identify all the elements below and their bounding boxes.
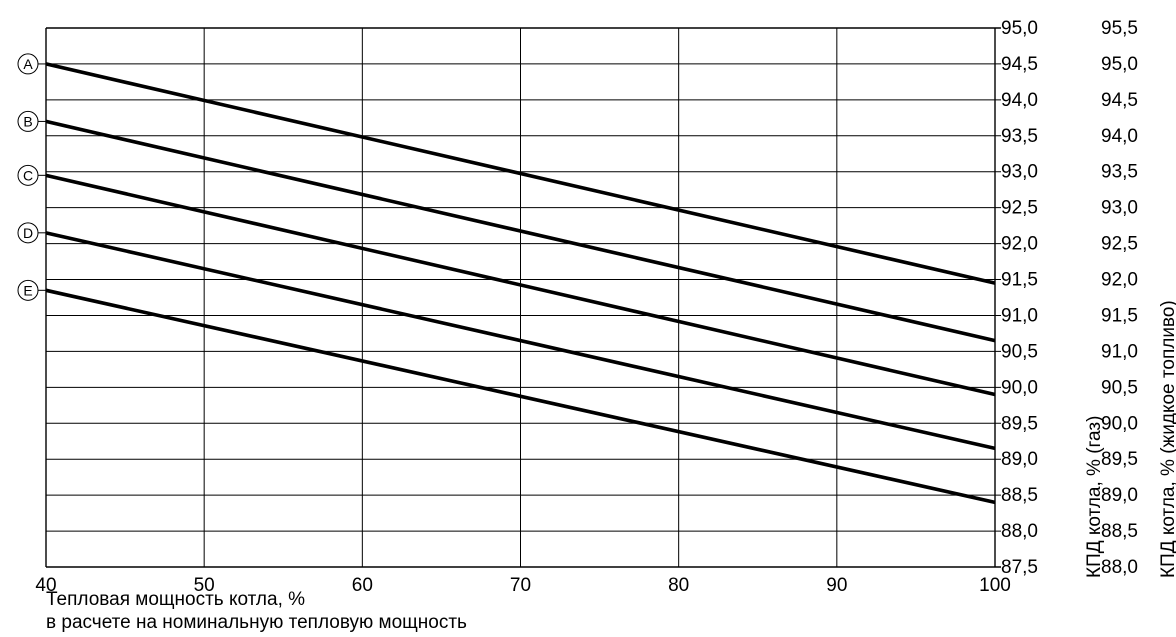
series-line-e: [45, 288, 996, 505]
y-tick-labels-gas: 95,0 94,5 94,0 93,5 93,0 92,5 92,0 91,5 91,0 90,5…: [1001, 18, 1038, 578]
series-marker-circle-c: [17, 164, 39, 186]
y-tick-label-oil: 93,0: [1101, 198, 1138, 219]
y-tick-label-gas: 89,5: [1001, 413, 1038, 434]
x-axis-label-line-1: Тепловая мощность котла, %: [46, 589, 306, 610]
y-tick-label-gas: 87,5: [1001, 557, 1038, 578]
series-marker-label-b: B: [23, 113, 32, 129]
x-tick-label: 70: [510, 575, 531, 596]
x-axis-label-line-2: в расчете на номинальную тепловую мощнос…: [46, 612, 467, 633]
x-tick-label: 100: [979, 575, 1011, 596]
x-tick-label: 40: [35, 575, 56, 596]
y-tick-label-gas: 94,0: [1001, 90, 1038, 111]
y-tick-label-oil: 88,0: [1101, 557, 1138, 578]
y-tick-label-oil: 95,0: [1101, 54, 1138, 75]
y-tick-label-gas: 93,5: [1001, 126, 1038, 147]
series-marker-circle-d: [17, 222, 39, 244]
y-tick-label-gas: 95,0: [1001, 18, 1038, 39]
y-tick-label-gas: 94,5: [1001, 54, 1038, 75]
y-tick-label-oil: 93,5: [1101, 162, 1138, 183]
y-tick-label-gas: 90,0: [1001, 377, 1038, 398]
y-tick-label-oil: 94,5: [1101, 90, 1138, 111]
y-tick-label-oil: 94,0: [1101, 126, 1138, 147]
x-tick-labels: 40 50 60 70 80 90 100: [35, 575, 1010, 596]
y-tick-label-gas: 88,5: [1001, 485, 1038, 506]
y-tick-label-gas: 92,0: [1001, 234, 1038, 255]
x-tick-label: 90: [826, 575, 847, 596]
series-line-c: [45, 173, 996, 397]
y-tick-label-oil: 92,5: [1101, 234, 1138, 255]
y-tick-label-oil: 95,5: [1101, 18, 1138, 39]
y-tick-label-gas: 90,5: [1001, 341, 1038, 362]
series-lines: [45, 62, 996, 505]
series-marker-label-d: D: [23, 225, 33, 241]
y-tick-label-gas: 89,0: [1001, 449, 1038, 470]
x-tick-label: 80: [668, 575, 689, 596]
y-tick-label-gas: 88,0: [1001, 521, 1038, 542]
y-tick-label-gas: 91,5: [1001, 270, 1038, 291]
series-marker-label-a: A: [23, 56, 33, 72]
series-line-d: [45, 231, 996, 451]
y-tick-label-oil: 91,0: [1101, 341, 1138, 362]
series-marker-label-e: E: [23, 282, 32, 298]
y-axis-label-gas: КПД котла, % (газ): [1084, 416, 1105, 578]
series-markers: A B C D E: [17, 53, 46, 301]
y-tick-label-oil: 91,5: [1101, 305, 1138, 326]
grid: [45, 27, 1001, 568]
x-tick-label: 50: [194, 575, 215, 596]
y-tick-labels-oil: 95,5 95,0 94,5 94,0 93,5 93,0 92,5 92,0 91,5 91,0…: [1101, 18, 1138, 578]
y-tick-label-gas: 93,0: [1001, 162, 1038, 183]
series-marker-circle-b: [17, 110, 39, 132]
y-tick-label-gas: 92,5: [1001, 198, 1038, 219]
series-marker-circle-e: [17, 279, 39, 301]
y-tick-label-oil: 88,5: [1101, 521, 1138, 542]
y-tick-label-oil: 90,5: [1101, 377, 1138, 398]
y-tick-label-gas: 91,0: [1001, 305, 1038, 326]
y-tick-label-oil: 89,0: [1101, 485, 1138, 506]
y-tick-label-oil: 90,0: [1101, 413, 1138, 434]
y-tick-label-oil: 92,0: [1101, 270, 1138, 291]
x-tick-label: 60: [352, 575, 373, 596]
series-marker-circle-a: [17, 53, 39, 75]
y-axis-label-oil: КПД котла, % (жидкое топливо): [1158, 300, 1176, 578]
series-marker-label-c: C: [23, 167, 33, 183]
y-tick-label-oil: 89,5: [1101, 449, 1138, 470]
series-line-a: [45, 62, 996, 285]
series-line-b: [45, 119, 996, 343]
